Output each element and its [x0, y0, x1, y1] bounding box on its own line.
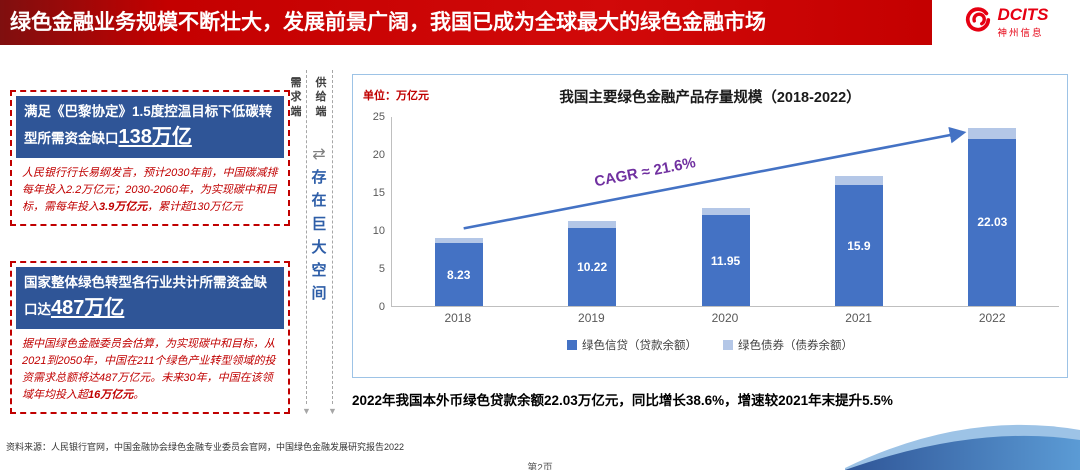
- x-axis-label: 2021: [845, 311, 872, 325]
- bar-value-label: 8.23: [447, 267, 471, 282]
- body-text-segment: 。: [133, 389, 145, 402]
- bar-group: 11.95: [659, 117, 792, 306]
- legend-swatch: [567, 340, 577, 350]
- exchange-arrow-icon: ⇄: [312, 146, 326, 163]
- bottom-swoosh-decoration: [845, 424, 1080, 470]
- bar-segment-green-bond: [701, 207, 750, 216]
- body-text-segment: 人民银行行长易纲发言，预计2030年前，中国碳减排每年投入2.2万亿元；2030…: [22, 167, 278, 214]
- page-title: 绿色金融业务规模不断壮大，发展前景广阔，我国已成为全球最大的绿色金融市场: [0, 0, 932, 45]
- chart-caption: 2022年我国本外币绿色贷款余额22.03万亿元，同比增长38.6%，增速较20…: [352, 393, 893, 408]
- bar-stack: 15.9: [834, 176, 883, 306]
- x-labels: 2018 2019 2020 2021 2022: [391, 311, 1059, 325]
- chart-area: 0 5 10 15 20 25 8.23 10.22 11.95 15.9 22.03 CAGR …: [361, 111, 1059, 313]
- y-tick-label: 5: [378, 263, 385, 275]
- page-number: 第2页: [527, 463, 553, 470]
- paris-gap-header-text: 满足《巴黎协定》1.5度控温目标下低碳转型所需资金缺口: [24, 104, 273, 147]
- plot-area: 8.23 10.22 11.95 15.9 22.03 CAGR ≈ 21.6%: [391, 117, 1059, 307]
- supply-label: 供给端: [315, 76, 327, 119]
- bar-group: 15.9: [792, 117, 925, 306]
- body-text-segment: 据中国绿色金融委员会估算，为实现碳中和目标，从2021到2050年，中国在211…: [22, 338, 276, 402]
- bar-segment-green-credit: 15.9: [834, 185, 883, 306]
- national-gap-highlight: 487万亿: [51, 297, 125, 320]
- y-tick-label: 20: [372, 149, 385, 161]
- bar-segment-green-bond: [968, 128, 1017, 139]
- chart-panel: 单位：万亿元 我国主要绿色金融产品存量规模（2018-2022） 0 5 10 15 2…: [352, 74, 1068, 378]
- bar-group: 8.23: [392, 117, 525, 306]
- bar-value-label: 15.9: [847, 238, 871, 253]
- bar-segment-green-bond: [568, 220, 617, 229]
- demand-label: 需求端: [290, 76, 302, 119]
- bar-segment-green-credit: 22.03: [968, 138, 1017, 306]
- legend-label: 绿色信贷（贷款余额）: [582, 340, 697, 352]
- logo-text: DCITS 神州信息: [998, 6, 1049, 39]
- supply-dashed-line: [332, 70, 333, 404]
- logo-brand: DCITS: [997, 5, 1049, 24]
- bar-group: 22.03: [926, 117, 1059, 306]
- x-axis-label: 2019: [578, 311, 605, 325]
- legend: 绿色信贷（贷款余额） 绿色债券（债券余额）: [361, 337, 1059, 353]
- bar-stack: 11.95: [701, 207, 750, 306]
- national-gap-body: 据中国绿色金融委员会估算，为实现碳中和目标，从2021到2050年，中国在211…: [16, 329, 284, 408]
- bar-segment-green-credit: 8.23: [434, 243, 483, 306]
- x-axis-label: 2018: [444, 311, 472, 325]
- x-axis-label: 2020: [711, 311, 739, 325]
- legend-item: 绿色信贷（贷款余额）: [567, 337, 697, 353]
- dcits-swirl-icon: [964, 6, 992, 39]
- title-bar: 绿色金融业务规模不断壮大，发展前景广阔，我国已成为全球最大的绿色金融市场 DCI…: [0, 0, 1080, 45]
- y-tick-label: 25: [372, 111, 385, 123]
- y-tick-label: 15: [372, 187, 385, 199]
- gap-label: 存在巨大空间: [311, 166, 327, 306]
- y-axis: 0 5 10 15 20 25: [361, 111, 391, 313]
- legend-label: 绿色债券（债券余额）: [738, 340, 853, 352]
- logo-subtitle: 神州信息: [997, 28, 1044, 39]
- paris-gap-highlight: 138万亿: [118, 126, 192, 149]
- y-tick-label: 0: [378, 301, 385, 313]
- bars-layer: 8.23 10.22 11.95 15.9 22.03: [392, 117, 1059, 306]
- legend-swatch: [723, 340, 733, 350]
- body-text-segment: 16万亿元: [88, 389, 134, 402]
- body-text-segment: ，累计超130万亿元: [147, 201, 243, 214]
- source-note: 资料来源：人民银行官网，中国金融协会绿色金融专业委员会官网，中国绿色金融发展研究…: [6, 442, 405, 452]
- y-tick-label: 10: [372, 225, 385, 237]
- bar-value-label: 22.03: [977, 215, 1008, 230]
- paris-gap-body: 人民银行行长易纲发言，预计2030年前，中国碳减排每年投入2.2万亿元；2030…: [16, 158, 284, 220]
- national-gap-box: 国家整体绿色转型各行业共计所需资金缺口达487万亿 据中国绿色金融委员会估算，为…: [10, 261, 290, 415]
- national-gap-header: 国家整体绿色转型各行业共计所需资金缺口达487万亿: [16, 267, 284, 330]
- demand-dashed-line: [306, 70, 307, 404]
- chart-header: 单位：万亿元 我国主要绿色金融产品存量规模（2018-2022）: [361, 83, 1059, 107]
- bar-segment-green-credit: 10.22: [568, 228, 617, 306]
- down-arrow-icon: ▼: [302, 406, 311, 416]
- unit-label: 单位：万亿元: [363, 90, 429, 102]
- bar-stack: 10.22: [568, 220, 617, 306]
- body-text-segment: 3.9万亿元: [99, 201, 148, 214]
- x-axis-label: 2022: [978, 311, 1006, 325]
- paris-gap-header: 满足《巴黎协定》1.5度控温目标下低碳转型所需资金缺口138万亿: [16, 96, 284, 159]
- bar-segment-green-credit: 11.95: [701, 215, 750, 306]
- bar-group: 10.22: [525, 117, 658, 306]
- national-gap-header-text: 国家整体绿色转型各行业共计所需资金缺口达: [24, 275, 267, 318]
- legend-item: 绿色债券（债券余额）: [723, 337, 853, 353]
- bar-segment-green-bond: [834, 176, 883, 186]
- paris-gap-box: 满足《巴黎协定》1.5度控温目标下低碳转型所需资金缺口138万亿 人民银行行长易…: [10, 90, 290, 227]
- bar-stack: 22.03: [968, 128, 1017, 306]
- logo: DCITS 神州信息: [932, 0, 1080, 45]
- bar-stack: 8.23: [434, 238, 483, 306]
- down-arrow-icon: ▼: [328, 406, 337, 416]
- x-axis: 2018 2019 2020 2021 2022: [391, 311, 1059, 325]
- chart-title: 我国主要绿色金融产品存量规模（2018-2022）: [559, 90, 861, 106]
- bar-value-label: 11.95: [710, 253, 741, 268]
- bar-segment-green-bond: [434, 238, 483, 244]
- gap-divider: 需求端 供给端 ⇄ 存在巨大空间 ▼ ▼: [286, 70, 348, 418]
- bar-value-label: 10.22: [577, 260, 608, 275]
